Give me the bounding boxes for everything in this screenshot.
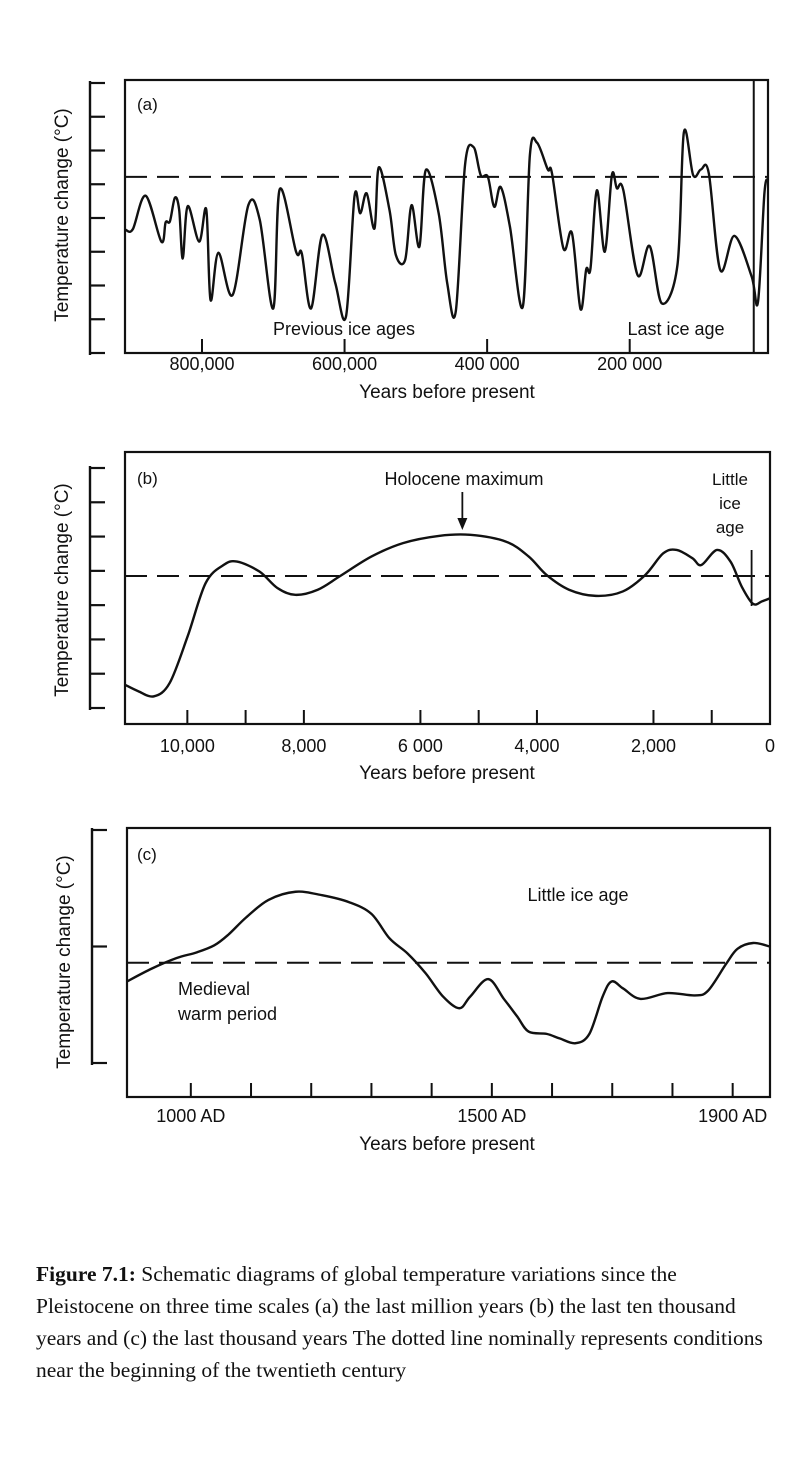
y-axis-label: Temperature change (°C) (52, 108, 73, 322)
figure-caption: Figure 7.1: Schematic diagrams of global… (36, 1258, 776, 1386)
x-axis-label: Years before present (359, 1134, 535, 1155)
annotation-medieval: Medieval (178, 979, 250, 999)
caption-text: Schematic diagrams of global temperature… (36, 1262, 763, 1382)
x-tick-label: 1500 AD (457, 1106, 526, 1126)
annotation-little-ice-age: age (716, 518, 744, 537)
annotation-little-ice-age: ice (719, 494, 741, 513)
temperature-series-line (125, 128, 770, 322)
x-axis-label: Years before present (359, 382, 535, 403)
panel-label: (a) (137, 95, 158, 114)
plot-frame (123, 78, 770, 355)
annotation-previous-ice-ages: Previous ice ages (273, 319, 415, 339)
chart-panel-a: Temperature change (°C) 800,000 600,000 400… (52, 78, 770, 403)
x-tick-label: 8,000 (281, 736, 326, 756)
plot-frame (123, 450, 772, 726)
x-tick-label: 2,000 (631, 736, 676, 756)
x-tick-label: 200 000 (597, 354, 662, 374)
x-tick-label: 10,000 (160, 736, 215, 756)
temperature-series-line (124, 533, 771, 698)
x-tick-label: 0 (765, 736, 775, 756)
annotation-warm-period: warm period (177, 1004, 277, 1024)
x-tick-label: 1000 AD (156, 1106, 225, 1126)
holocene-arrow-head (457, 518, 468, 530)
x-tick-label: 4,000 (514, 736, 559, 756)
x-tick-label: 800,000 (169, 354, 234, 374)
x-tick-label: 600,000 (312, 354, 377, 374)
caption-label: Figure 7.1: (36, 1262, 136, 1286)
panel-label: (c) (137, 845, 157, 864)
x-axis-label: Years before present (359, 763, 535, 784)
annotation-last-ice-age: Last ice age (627, 319, 724, 339)
panel-label: (b) (137, 469, 158, 488)
x-tick-label: 400 000 (455, 354, 520, 374)
annotation-holocene-maximum: Holocene maximum (384, 469, 543, 489)
annotation-little-ice-age: Little (712, 470, 748, 489)
chart-panel-b: Temperature change (°C) 10,000 8,000 6 000 4… (52, 450, 775, 784)
y-axis-label: Temperature change (°C) (52, 483, 73, 697)
x-tick-label: 1900 AD (698, 1106, 767, 1126)
annotation-little-ice-age: Little ice age (527, 885, 628, 905)
y-axis-label: Temperature change (°C) (54, 855, 75, 1069)
chart-panel-c: Temperature change (°C) 1000 AD 1500 AD 190… (54, 826, 772, 1155)
x-tick-label: 6 000 (398, 736, 443, 756)
